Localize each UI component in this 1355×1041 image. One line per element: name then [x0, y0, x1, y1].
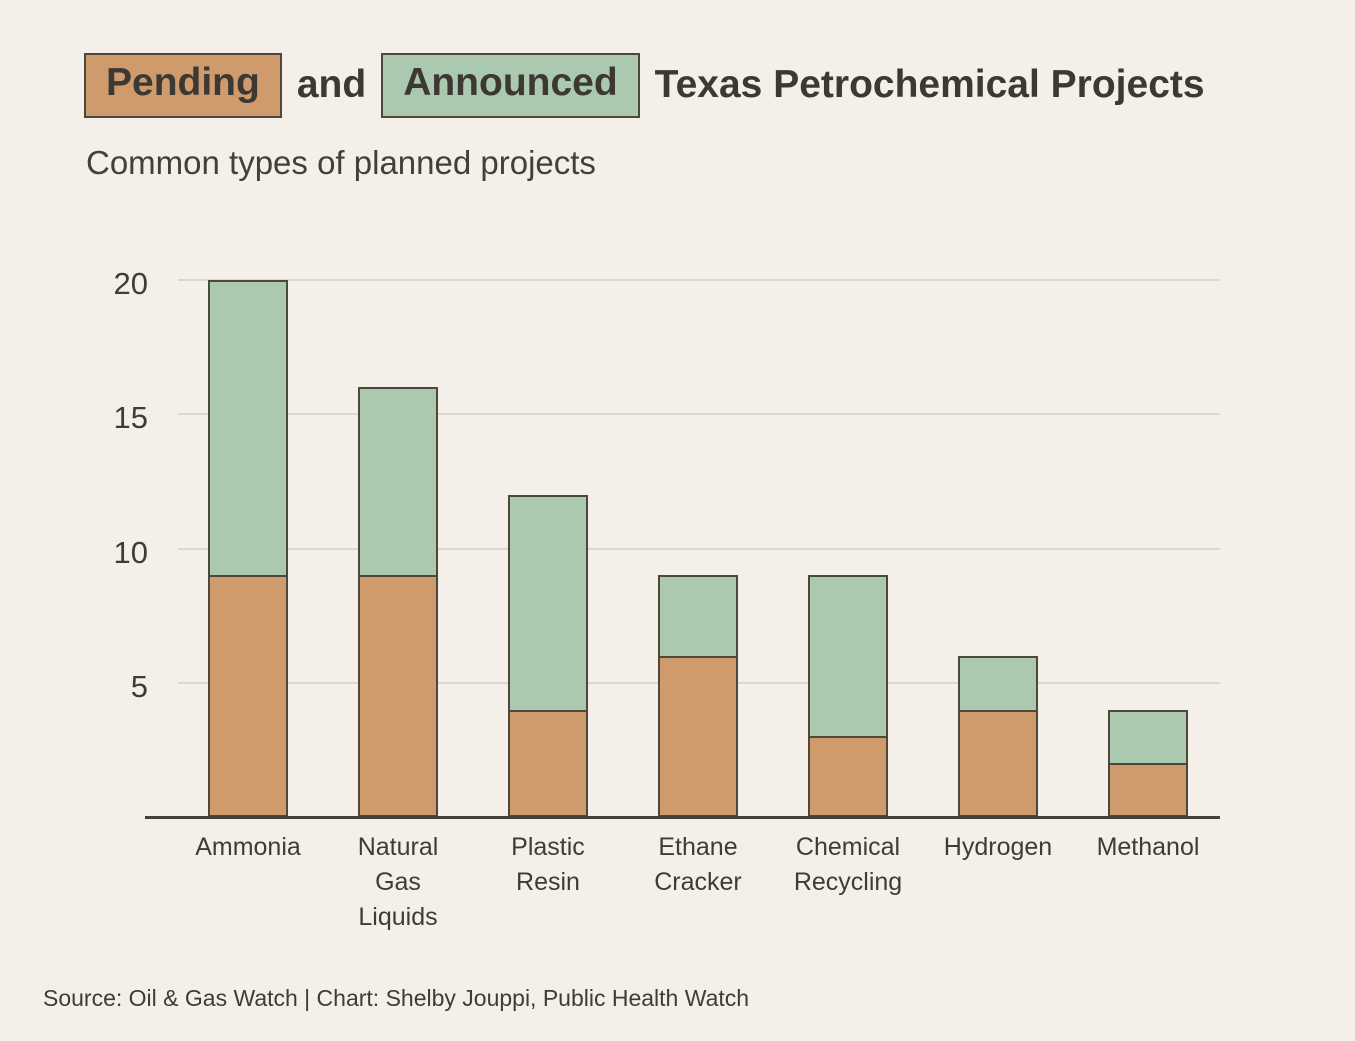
- bar-segment-pending-ammonia: [208, 575, 288, 817]
- bar-segment-pending-natural-gas-liquids: [358, 575, 438, 817]
- bar-plastic-resin: [508, 494, 588, 817]
- bar-methanol: [1108, 709, 1188, 817]
- gridline-10: [178, 547, 1220, 550]
- bar-segment-pending-ethane-cracker: [658, 655, 738, 817]
- x-tick-label-ammonia: Ammonia: [195, 833, 301, 861]
- x-tick-label-plastic-resin: Plastic Resin: [511, 833, 585, 896]
- y-tick-label-20: 20: [113, 266, 148, 301]
- bar-natural-gas-liquids: [358, 387, 438, 817]
- legend-pending-highlight: Pending: [84, 53, 282, 118]
- bar-ethane-cracker: [658, 575, 738, 817]
- source-credit: Source: Oil & Gas Watch | Chart: Shelby …: [43, 985, 750, 1011]
- bar-chemical-recycling: [808, 575, 888, 817]
- x-tick-label-natural-gas-liquids: Natural Gas Liquids: [357, 833, 439, 931]
- x-axis-line: [145, 816, 1220, 819]
- title-connector: and: [296, 63, 367, 107]
- gridline-20: [178, 279, 1220, 281]
- x-tick-label-methanol: Methanol: [1096, 833, 1200, 861]
- x-tick-label-chemical-recycling: Chemical Recycling: [793, 833, 903, 896]
- bar-segment-pending-methanol: [1108, 763, 1188, 817]
- bar-segment-pending-hydrogen: [958, 709, 1038, 817]
- y-tick-label-15: 15: [113, 400, 148, 436]
- bar-ammonia: [208, 280, 288, 817]
- bar-hydrogen: [958, 655, 1038, 817]
- bar-segment-pending-chemical-recycling: [808, 736, 888, 817]
- bar-segment-pending-plastic-resin: [508, 709, 588, 817]
- chart-title: Pending and Announced Texas Petrochemica…: [84, 53, 1205, 118]
- legend-announced-highlight: Announced: [381, 53, 640, 118]
- gridline-15: [178, 413, 1220, 416]
- y-tick-label-10: 10: [113, 534, 148, 570]
- y-tick-label-5: 5: [130, 668, 148, 704]
- x-tick-label-ethane-cracker: Ethane Cracker: [654, 833, 742, 896]
- title-rest: Texas Petrochemical Projects: [654, 63, 1205, 107]
- x-tick-label-hydrogen: Hydrogen: [943, 833, 1053, 861]
- chart-subtitle: Common types of planned projects: [86, 144, 596, 181]
